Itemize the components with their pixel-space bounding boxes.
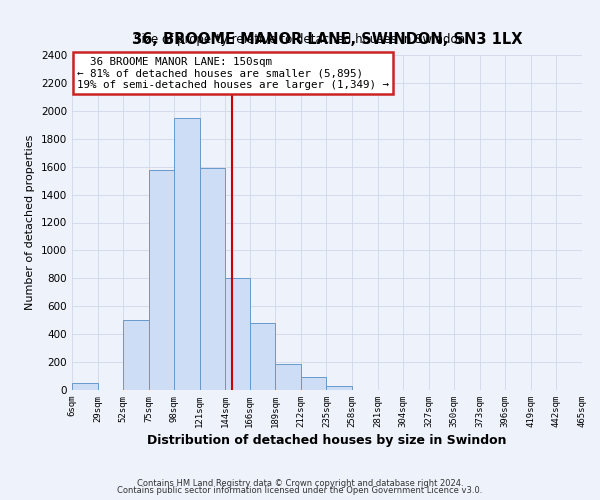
- Text: Size of property relative to detached houses in Swindon: Size of property relative to detached ho…: [134, 32, 466, 46]
- Bar: [174, 118, 200, 390]
- Text: Contains public sector information licensed under the Open Government Licence v3: Contains public sector information licen…: [118, 486, 482, 495]
- Bar: [123, 320, 149, 390]
- Bar: [301, 378, 326, 390]
- Bar: [275, 364, 301, 390]
- Text: 36 BROOME MANOR LANE: 150sqm  
← 81% of detached houses are smaller (5,895)
19% : 36 BROOME MANOR LANE: 150sqm ← 81% of de…: [77, 56, 389, 90]
- Bar: [250, 323, 275, 390]
- Bar: [200, 168, 226, 390]
- Bar: [72, 383, 98, 390]
- X-axis label: Distribution of detached houses by size in Swindon: Distribution of detached houses by size …: [147, 434, 507, 447]
- Title: 36, BROOME MANOR LANE, SWINDON, SN3 1LX: 36, BROOME MANOR LANE, SWINDON, SN3 1LX: [132, 32, 522, 47]
- Bar: [326, 386, 352, 390]
- Bar: [226, 278, 250, 390]
- Text: Contains HM Land Registry data © Crown copyright and database right 2024.: Contains HM Land Registry data © Crown c…: [137, 478, 463, 488]
- Y-axis label: Number of detached properties: Number of detached properties: [25, 135, 35, 310]
- Bar: [149, 170, 174, 390]
